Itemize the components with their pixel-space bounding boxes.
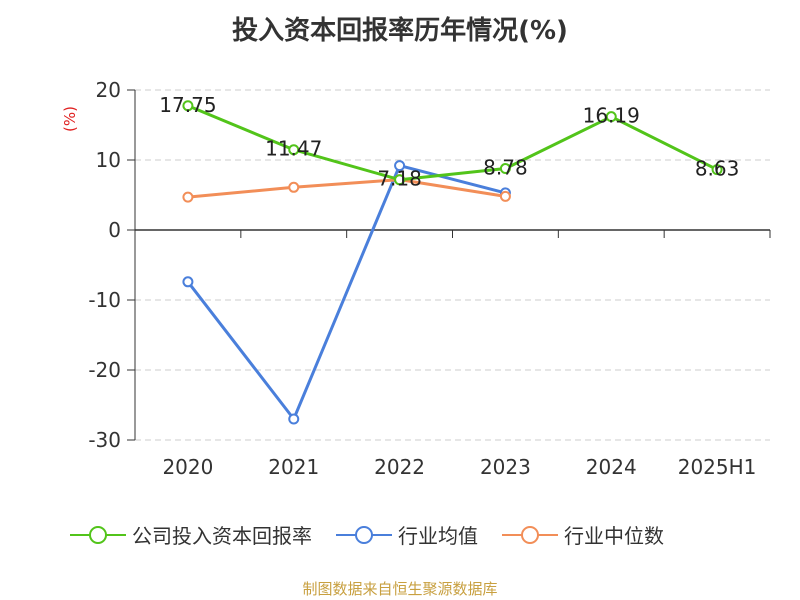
y-tick-label: -30 (88, 428, 121, 452)
x-tick-label: 2024 (586, 455, 637, 479)
data-point (288, 413, 300, 425)
x-tick-label: 2020 (162, 455, 213, 479)
x-tick-label: 2021 (268, 455, 319, 479)
legend: 公司投入资本回报率 行业均值 行业中位数 (70, 520, 664, 549)
y-tick-label: 10 (96, 148, 121, 172)
chart-title: 投入资本回报率历年情况(%) (232, 16, 568, 46)
legend-item-industry-mean[interactable]: 行业均值 (336, 520, 478, 549)
legend-marker-industry-mean (336, 525, 392, 544)
data-point (499, 163, 511, 175)
x-tick-label: 2023 (480, 455, 531, 479)
series-line (186, 164, 506, 421)
y-tick-label: 0 (108, 218, 121, 242)
y-tick-label: 20 (96, 78, 121, 102)
data-point (394, 174, 406, 186)
legend-marker-company (70, 525, 126, 544)
data-point (711, 164, 723, 176)
data-point (605, 111, 617, 123)
data-label: 8.78 (483, 156, 528, 180)
series-line (187, 104, 718, 182)
data-point (499, 190, 511, 202)
legend-label-industry-mean: 行业均值 (398, 524, 478, 548)
data-label: 16.19 (583, 104, 640, 128)
legend-marker-industry-median (502, 525, 558, 544)
data-point (394, 160, 406, 172)
data-point (288, 181, 300, 193)
data-point (288, 144, 300, 156)
y-tick-label: -20 (88, 358, 121, 382)
data-point (182, 191, 194, 203)
legend-label-company: 公司投入资本回报率 (132, 524, 312, 548)
x-tick-label: 2025H1 (678, 455, 757, 479)
data-label: 17.75 (159, 93, 216, 117)
series-line (187, 178, 506, 199)
data-point (182, 276, 194, 288)
x-tick-label: 2022 (374, 455, 425, 479)
source-note: 制图数据来自恒生聚源数据库 (302, 580, 498, 598)
legend-label-industry-median: 行业中位数 (564, 524, 664, 548)
legend-item-company[interactable]: 公司投入资本回报率 (70, 520, 312, 549)
data-point (182, 100, 194, 112)
legend-item-industry-median[interactable]: 行业中位数 (502, 520, 664, 549)
y-tick-label: -10 (88, 288, 121, 312)
data-label: 8.63 (695, 157, 740, 181)
data-label: 7.18 (377, 167, 422, 191)
data-label: 11.47 (265, 137, 322, 161)
